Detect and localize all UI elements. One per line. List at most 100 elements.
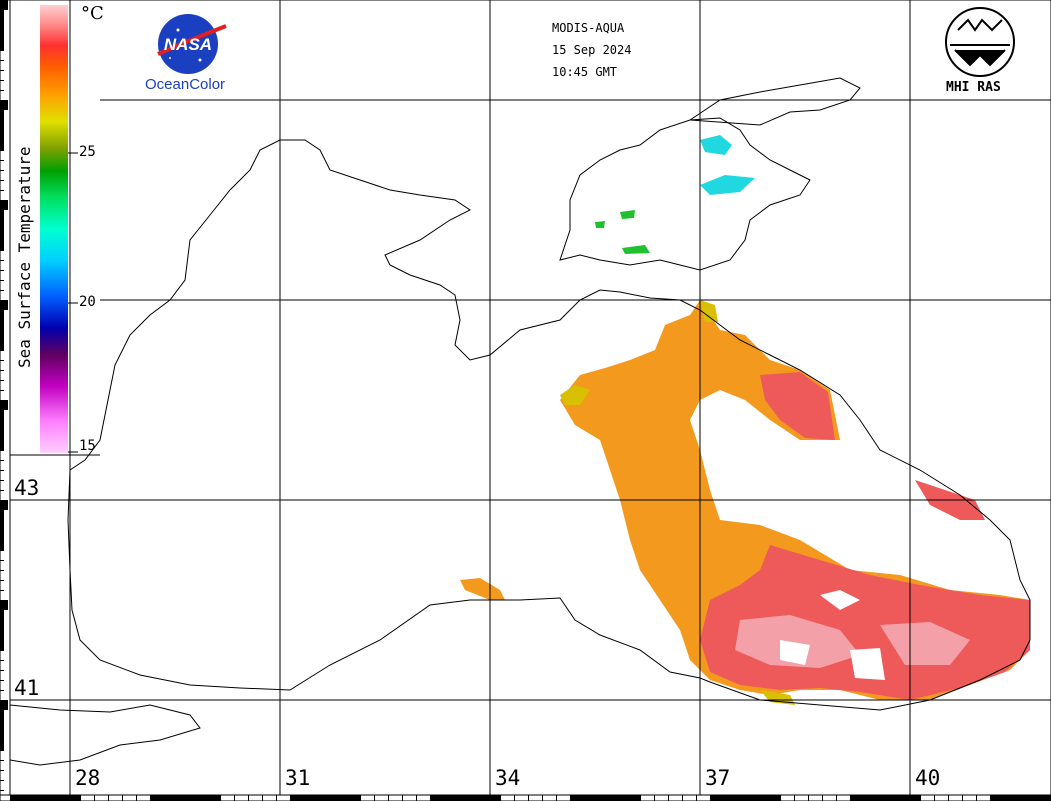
lat-label-41: 41 xyxy=(14,676,40,700)
scale-tick xyxy=(0,350,4,351)
scale-tick xyxy=(0,160,4,161)
scale-tick xyxy=(0,320,4,330)
scale-tick xyxy=(416,795,417,801)
scale-tick xyxy=(0,640,4,650)
scale-tick xyxy=(108,795,109,801)
scale-tick xyxy=(94,795,95,801)
scale-tick xyxy=(0,470,4,471)
scale-tick xyxy=(150,795,164,801)
scale-tick xyxy=(0,110,4,120)
colorbar-unit: °C xyxy=(81,3,104,24)
sst-patch-green xyxy=(620,210,635,219)
scale-tick xyxy=(374,795,375,801)
scale-tick xyxy=(668,795,669,801)
scale-tick xyxy=(0,380,4,381)
scale-tick xyxy=(0,730,4,740)
scale-tick xyxy=(0,60,4,61)
scale-tick xyxy=(682,795,683,801)
scale-tick xyxy=(0,300,8,310)
scale-tick xyxy=(752,795,766,801)
scale-tick xyxy=(0,590,4,591)
sst-patch-light xyxy=(735,615,860,668)
scale-tick xyxy=(598,795,612,801)
scale-tick xyxy=(0,510,4,520)
scale-tick xyxy=(0,80,4,81)
scale-tick xyxy=(0,720,4,730)
sst-patch-yellow-3 xyxy=(760,690,795,705)
scale-tick xyxy=(0,670,4,671)
scale-tick xyxy=(0,700,8,710)
scale-tick xyxy=(976,795,977,801)
scale-tick xyxy=(808,795,809,801)
scale-tick xyxy=(0,610,4,620)
scale-tick xyxy=(892,795,906,801)
sensor-label: MODIS-AQUA xyxy=(552,21,625,35)
scale-tick xyxy=(220,795,221,801)
scale-tick xyxy=(0,40,4,50)
scale-tick xyxy=(388,795,389,801)
scale-tick xyxy=(0,120,4,130)
scale-tick xyxy=(0,240,4,250)
scale-tick xyxy=(0,250,4,251)
scale-tick xyxy=(80,795,81,801)
scale-tick xyxy=(878,795,892,801)
scale-tick xyxy=(822,795,823,801)
lon-label-34: 34 xyxy=(495,766,521,790)
scale-tick xyxy=(0,150,4,151)
scale-tick xyxy=(0,740,4,750)
scale-tick xyxy=(276,795,277,801)
scale-tick xyxy=(0,650,4,651)
mhi-caption: MHI RAS xyxy=(946,80,1001,95)
scale-tick xyxy=(0,460,4,461)
scale-tick xyxy=(0,360,4,361)
scale-tick xyxy=(0,170,4,171)
scale-tick xyxy=(0,30,4,40)
scale-tick xyxy=(0,440,4,450)
date-label: 15 Sep 2024 xyxy=(552,43,632,57)
scale-tick xyxy=(0,180,4,181)
sst-data-layer xyxy=(460,135,1030,705)
scale-tick xyxy=(0,220,4,230)
scale-tick xyxy=(906,795,920,801)
sst-patch-cyan xyxy=(700,135,732,155)
scale-tick xyxy=(0,280,4,281)
scale-tick xyxy=(0,20,4,30)
scale-tick xyxy=(164,795,178,801)
sst-patch-green-3 xyxy=(595,221,605,228)
scale-tick xyxy=(0,10,4,20)
scale-tick xyxy=(654,795,655,801)
scale-tick xyxy=(0,430,4,440)
scale-tick xyxy=(0,480,4,481)
scale-tick xyxy=(0,140,4,150)
scale-tick xyxy=(724,795,738,801)
scale-tick xyxy=(52,795,66,801)
oceancolor-caption: OceanColor xyxy=(145,76,226,93)
scale-tick xyxy=(304,795,318,801)
sst-patch-yellow-2 xyxy=(700,300,718,322)
scale-tick xyxy=(0,340,4,350)
scale-tick xyxy=(486,795,500,801)
scale-tick xyxy=(0,680,4,681)
scale-tick xyxy=(318,795,332,801)
scale-tick xyxy=(0,660,4,661)
scale-tick xyxy=(0,500,8,510)
sst-patch-green-2 xyxy=(622,245,650,254)
svg-text:NASA: NASA xyxy=(164,35,212,54)
sst-patch-hot-2 xyxy=(760,372,835,440)
cloud-hole-2 xyxy=(850,648,885,680)
scale-tick xyxy=(0,690,4,691)
scale-tick xyxy=(0,390,4,391)
scale-tick xyxy=(0,260,4,261)
scale-tick xyxy=(122,795,123,801)
scale-tick xyxy=(0,790,4,791)
scale-tick xyxy=(262,795,263,801)
scale-tick xyxy=(0,600,8,610)
scale-tick xyxy=(66,795,80,801)
scale-tick xyxy=(0,200,8,210)
scale-tick xyxy=(0,210,4,220)
scale-tick xyxy=(0,520,4,530)
scale-tick xyxy=(0,90,4,91)
scale-tick xyxy=(430,795,444,801)
scale-tick xyxy=(584,795,598,801)
